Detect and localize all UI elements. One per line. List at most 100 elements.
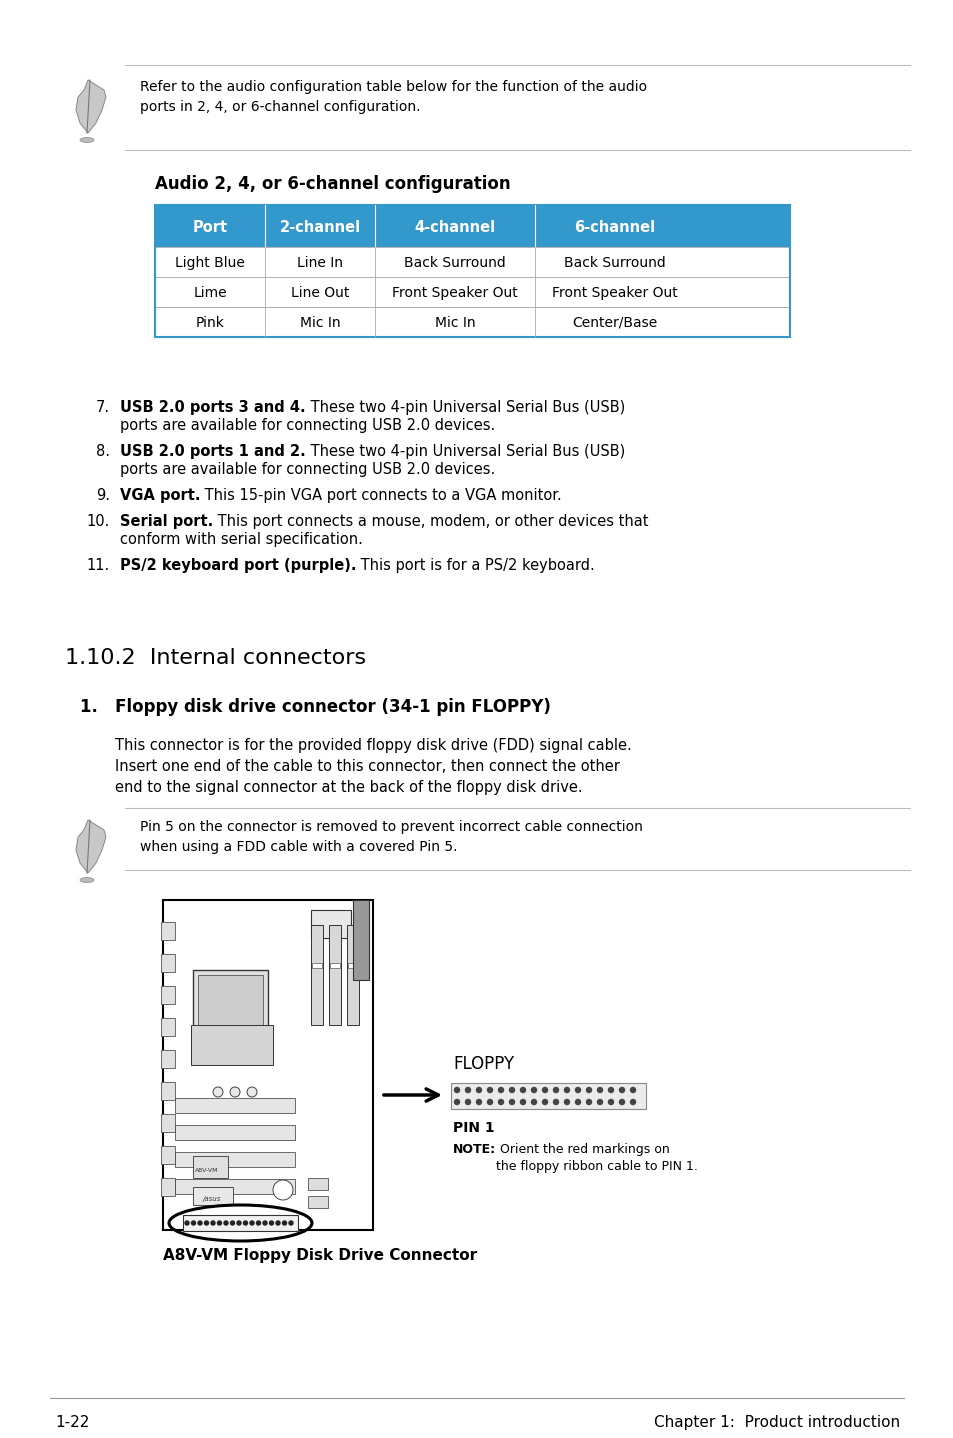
Circle shape: [464, 1087, 471, 1093]
Circle shape: [541, 1099, 547, 1104]
Text: Audio 2, 4, or 6-channel configuration: Audio 2, 4, or 6-channel configuration: [154, 175, 510, 193]
Circle shape: [531, 1087, 537, 1093]
Text: 8.: 8.: [96, 444, 110, 459]
Text: This 15-pin VGA port connects to a VGA monitor.: This 15-pin VGA port connects to a VGA m…: [200, 487, 561, 503]
Circle shape: [256, 1221, 260, 1225]
Bar: [312, 963, 322, 968]
Ellipse shape: [80, 877, 94, 883]
Bar: [174, 1099, 294, 1113]
Text: 9.: 9.: [96, 487, 110, 503]
Text: These two 4-pin Universal Serial Bus (USB): These two 4-pin Universal Serial Bus (US…: [305, 444, 624, 459]
Text: A8V-VM: A8V-VM: [194, 1168, 218, 1173]
Circle shape: [269, 1221, 274, 1225]
Text: Lime: Lime: [193, 286, 227, 301]
Circle shape: [454, 1087, 459, 1093]
Bar: [161, 986, 174, 1004]
Ellipse shape: [80, 138, 94, 142]
Text: conform with serial specification.: conform with serial specification.: [120, 532, 362, 546]
Text: ports are available for connecting USB 2.0 devices.: ports are available for connecting USB 2…: [120, 418, 495, 433]
Circle shape: [185, 1221, 189, 1225]
Text: USB 2.0 ports 3 and 4.: USB 2.0 ports 3 and 4.: [120, 400, 305, 416]
Circle shape: [575, 1087, 580, 1093]
Text: This connector is for the provided floppy disk drive (FDD) signal cable.
Insert : This connector is for the provided flopp…: [115, 738, 631, 795]
Text: Orient the red markings on
the floppy ribbon cable to PIN 1.: Orient the red markings on the floppy ri…: [496, 1143, 698, 1173]
Text: 10.: 10.: [87, 513, 110, 529]
Bar: [154, 206, 789, 247]
Bar: [161, 1018, 174, 1035]
Circle shape: [607, 1099, 614, 1104]
Text: 4-channel: 4-channel: [414, 220, 495, 236]
Bar: [161, 1081, 174, 1100]
Circle shape: [213, 1087, 223, 1097]
Text: 1.   Floppy disk drive connector (34-1 pin FLOPPY): 1. Floppy disk drive connector (34-1 pin…: [80, 697, 550, 716]
Text: Back Surround: Back Surround: [563, 256, 665, 270]
Text: /asus: /asus: [203, 1196, 221, 1202]
Text: Mic In: Mic In: [299, 316, 340, 329]
Bar: [161, 922, 174, 940]
Text: Serial port.: Serial port.: [120, 513, 213, 529]
Bar: [347, 925, 358, 1025]
Text: Pin 5 on the connector is removed to prevent incorrect cable connection
when usi: Pin 5 on the connector is removed to pre…: [140, 820, 642, 854]
Text: 1-22: 1-22: [55, 1415, 90, 1429]
Bar: [329, 925, 340, 1025]
Circle shape: [204, 1221, 209, 1225]
Text: 1.10.2  Internal connectors: 1.10.2 Internal connectors: [65, 649, 366, 669]
Polygon shape: [76, 81, 106, 132]
Bar: [348, 963, 357, 968]
Text: 7.: 7.: [95, 400, 110, 416]
Bar: [161, 1114, 174, 1132]
Text: Refer to the audio configuration table below for the function of the audio
ports: Refer to the audio configuration table b…: [140, 81, 646, 114]
Bar: [161, 953, 174, 972]
Circle shape: [597, 1087, 602, 1093]
Circle shape: [282, 1221, 286, 1225]
Circle shape: [607, 1087, 614, 1093]
Bar: [174, 1179, 294, 1194]
Text: Chapter 1:  Product introduction: Chapter 1: Product introduction: [653, 1415, 899, 1429]
Circle shape: [275, 1221, 280, 1225]
Bar: [198, 975, 263, 1040]
Circle shape: [519, 1087, 525, 1093]
Text: These two 4-pin Universal Serial Bus (USB): These two 4-pin Universal Serial Bus (US…: [305, 400, 624, 416]
Circle shape: [231, 1221, 234, 1225]
Circle shape: [192, 1221, 195, 1225]
Circle shape: [247, 1087, 256, 1097]
Circle shape: [531, 1099, 537, 1104]
Text: Line In: Line In: [296, 256, 343, 270]
Circle shape: [585, 1099, 592, 1104]
Bar: [174, 1152, 294, 1168]
Text: PIN 1: PIN 1: [453, 1122, 494, 1135]
Circle shape: [243, 1221, 247, 1225]
Circle shape: [575, 1099, 580, 1104]
Bar: [154, 306, 789, 336]
Text: Center/Base: Center/Base: [572, 316, 657, 329]
Text: Mic In: Mic In: [435, 316, 475, 329]
Bar: [308, 1196, 328, 1208]
Circle shape: [236, 1221, 241, 1225]
Bar: [451, 1083, 645, 1109]
Circle shape: [217, 1221, 221, 1225]
Bar: [154, 278, 789, 306]
Circle shape: [230, 1087, 240, 1097]
Bar: [193, 971, 268, 1045]
Polygon shape: [76, 820, 106, 873]
Circle shape: [273, 1181, 293, 1199]
Text: 11.: 11.: [87, 558, 110, 572]
Text: Front Speaker Out: Front Speaker Out: [392, 286, 517, 301]
Bar: [154, 247, 789, 278]
Bar: [174, 1125, 294, 1140]
Text: Light Blue: Light Blue: [175, 256, 245, 270]
Circle shape: [629, 1099, 636, 1104]
Circle shape: [597, 1099, 602, 1104]
Circle shape: [585, 1087, 592, 1093]
Text: This port is for a PS/2 keyboard.: This port is for a PS/2 keyboard.: [356, 558, 595, 572]
Circle shape: [553, 1099, 558, 1104]
Bar: [161, 1050, 174, 1068]
Circle shape: [486, 1099, 493, 1104]
Bar: [308, 1178, 328, 1191]
Circle shape: [198, 1221, 202, 1225]
Bar: [161, 1146, 174, 1163]
Bar: [193, 1186, 233, 1205]
Circle shape: [541, 1087, 547, 1093]
Text: USB 2.0 ports 1 and 2.: USB 2.0 ports 1 and 2.: [120, 444, 305, 459]
Text: This port connects a mouse, modem, or other devices that: This port connects a mouse, modem, or ot…: [213, 513, 648, 529]
